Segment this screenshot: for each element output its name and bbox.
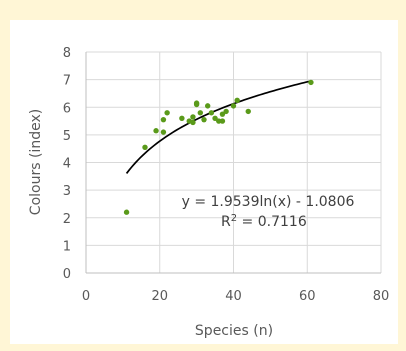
x-axis-title: Species (n) bbox=[195, 323, 273, 339]
r-squared-prefix: R bbox=[221, 214, 231, 230]
x-tick-label-20: 20 bbox=[151, 289, 168, 304]
data-point-22 bbox=[234, 97, 240, 104]
data-point-16 bbox=[212, 115, 218, 122]
data-point-0 bbox=[123, 209, 130, 215]
gridlines bbox=[86, 51, 382, 273]
data-point-19 bbox=[219, 111, 226, 117]
y-tick-label-6: 6 bbox=[63, 101, 71, 116]
data-point-13 bbox=[201, 116, 207, 123]
x-tick-label-40: 40 bbox=[225, 289, 242, 304]
x-tick-label-0: 0 bbox=[82, 289, 90, 304]
trendline bbox=[125, 80, 312, 174]
data-point-2 bbox=[153, 128, 159, 134]
x-tick-label-80: 80 bbox=[373, 289, 390, 304]
y-tick-label-2: 2 bbox=[63, 212, 71, 227]
data-point-20 bbox=[223, 108, 229, 115]
data-point-8 bbox=[190, 119, 196, 126]
data-point-24 bbox=[308, 79, 314, 86]
y-axis-title: Colours (index) bbox=[28, 109, 44, 215]
y-tick-label-5: 5 bbox=[63, 129, 71, 144]
y-tick-label-3: 3 bbox=[63, 184, 71, 199]
axes bbox=[85, 52, 381, 274]
y-tick-label-0: 0 bbox=[63, 267, 71, 282]
data-point-5 bbox=[164, 110, 170, 116]
chart-panel bbox=[10, 20, 398, 344]
data-point-9 bbox=[190, 114, 196, 120]
y-tick-label-8: 8 bbox=[63, 46, 71, 61]
data-point-14 bbox=[204, 103, 211, 109]
data-point-12 bbox=[197, 110, 204, 116]
y-tick-label-7: 7 bbox=[63, 74, 71, 89]
data-points bbox=[123, 79, 314, 215]
data-point-15 bbox=[208, 110, 215, 116]
data-point-3 bbox=[160, 129, 167, 135]
trendline-equation: y = 1.9539ln(x) - 1.0806 bbox=[182, 194, 355, 210]
y-tick-labels: 0 1 2 3 4 5 6 7 8 bbox=[63, 46, 71, 282]
r-squared-superscript: 2 bbox=[231, 213, 237, 224]
y-tick-label-1: 1 bbox=[63, 239, 71, 254]
data-point-23 bbox=[245, 108, 251, 115]
data-point-6 bbox=[179, 115, 185, 122]
r-squared-label: R2 = 0.7116 bbox=[221, 213, 307, 230]
data-point-18 bbox=[219, 118, 226, 124]
x-tick-labels: 0 20 40 60 80 bbox=[82, 289, 389, 304]
r-squared-value: = 0.7116 bbox=[237, 214, 307, 230]
data-point-4 bbox=[160, 116, 167, 123]
data-point-1 bbox=[142, 144, 148, 151]
y-tick-label-4: 4 bbox=[63, 157, 71, 172]
x-tick-label-60: 60 bbox=[299, 289, 316, 304]
data-point-21 bbox=[230, 103, 237, 109]
data-point-11 bbox=[193, 100, 200, 106]
